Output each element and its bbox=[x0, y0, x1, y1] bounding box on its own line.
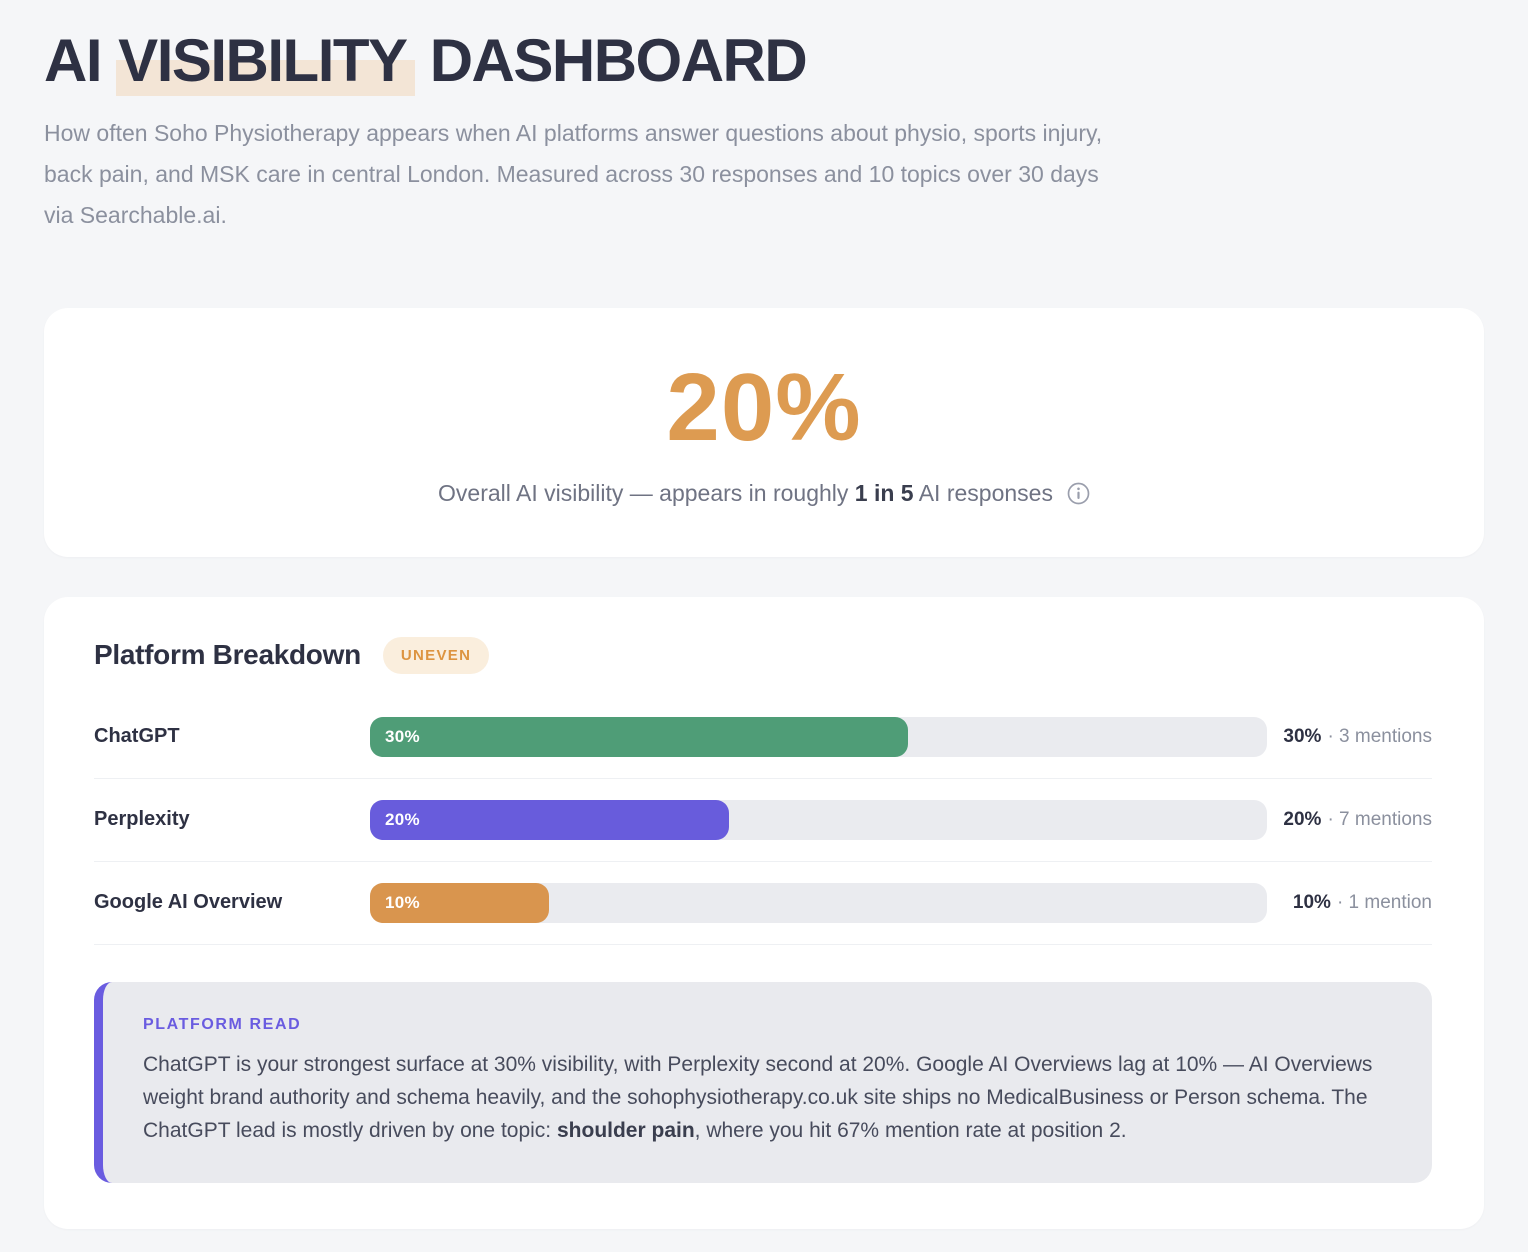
stat-mentions: · 3 mentions bbox=[1327, 725, 1432, 747]
caption-ratio: 1 in 5 bbox=[854, 479, 914, 506]
platform-label: Google AI Overview bbox=[94, 891, 283, 914]
platform-label: ChatGPT bbox=[94, 725, 180, 748]
platform-breakdown-header: Platform Breakdown UNEVEN bbox=[94, 636, 1432, 674]
stat-percent: 20% bbox=[1283, 808, 1322, 830]
page-subtitle: How often Soho Physiotherapy appears whe… bbox=[44, 119, 1103, 228]
highlighted-topic: shoulder pain bbox=[556, 1118, 695, 1142]
overall-visibility-value: 20% bbox=[666, 353, 862, 461]
platform-read-body: ChatGPT is your strongest surface at 30%… bbox=[143, 1052, 1373, 1142]
platform-read-callout: PLATFORM READ ChatGPT is your strongest … bbox=[94, 981, 1432, 1183]
overall-visibility-card: 20% Overall AI visibility — appears in r… bbox=[44, 307, 1484, 557]
platform-breakdown-card: Platform Breakdown UNEVEN ChatGPT 30% 30… bbox=[44, 596, 1484, 1229]
page-title-highlight: VISIBILITY bbox=[116, 27, 415, 96]
bar-track: 10% bbox=[370, 882, 1267, 923]
platform-read-label: PLATFORM READ bbox=[143, 1015, 302, 1033]
bar-fill: 10% bbox=[370, 882, 550, 923]
stat-mentions: · 1 mention bbox=[1336, 891, 1432, 913]
platform-stats: 20% · 7 mentions bbox=[1267, 809, 1432, 831]
platform-row-google-ai-overview: Google AI Overview 10% 10% · 1 mention bbox=[94, 862, 1432, 945]
platform-stats: 30% · 3 mentions bbox=[1267, 726, 1432, 748]
bar-percent-label: 10% bbox=[385, 892, 420, 912]
info-circle-icon[interactable] bbox=[1067, 482, 1090, 505]
page-title-suffix: DASHBOARD bbox=[414, 27, 808, 94]
bar-fill: 20% bbox=[370, 799, 729, 840]
platform-bar-list: ChatGPT 30% 30% · 3 mentions Perplexity 2… bbox=[94, 696, 1432, 945]
platform-label: Perplexity bbox=[94, 808, 190, 831]
bar-percent-label: 20% bbox=[385, 809, 420, 829]
platform-row-chatgpt: ChatGPT 30% 30% · 3 mentions bbox=[94, 696, 1432, 779]
stat-mentions: · 7 mentions bbox=[1327, 808, 1432, 830]
stat-percent: 10% bbox=[1292, 891, 1331, 913]
uneven-status-badge: UNEVEN bbox=[382, 636, 490, 674]
overall-visibility-caption: Overall AI visibility — appears in rough… bbox=[64, 480, 1464, 507]
bar-track: 20% bbox=[370, 799, 1267, 840]
bar-percent-label: 30% bbox=[385, 726, 420, 746]
bar-fill: 30% bbox=[370, 716, 909, 757]
platform-row-perplexity: Perplexity 20% 20% · 7 mentions bbox=[94, 779, 1432, 862]
caption-text: Overall AI visibility — appears in rough… bbox=[438, 479, 1053, 506]
stat-percent: 30% bbox=[1283, 725, 1322, 747]
bar-track: 30% bbox=[370, 716, 1267, 757]
page-title-prefix: AI bbox=[44, 27, 117, 94]
platform-breakdown-title: Platform Breakdown bbox=[94, 639, 361, 671]
page-title: AI VISIBILITY DASHBOARD bbox=[44, 26, 1484, 97]
platform-stats: 10% · 1 mention bbox=[1267, 892, 1432, 914]
